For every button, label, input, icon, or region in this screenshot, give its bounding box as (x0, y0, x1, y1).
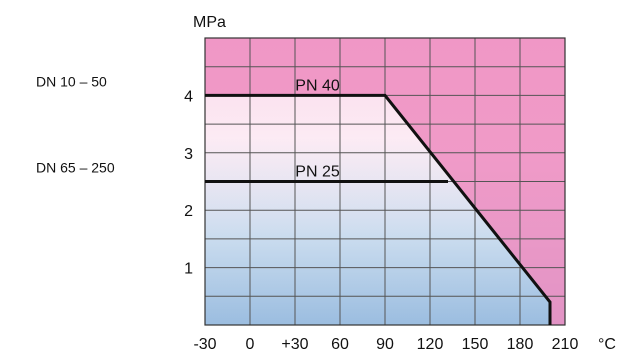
x-tick-label: 120 (417, 336, 444, 352)
x-tick-label: 0 (246, 336, 255, 352)
x-tick-label: 90 (376, 336, 394, 352)
x-tick-label: -30 (193, 336, 216, 352)
x-tick-label: 210 (552, 336, 579, 352)
x-tick-label: 150 (462, 336, 489, 352)
x-tick-label: 180 (507, 336, 534, 352)
y-tick-label: 4 (184, 88, 193, 105)
x-axis-label: °C (598, 336, 616, 352)
y-tick-label: 2 (184, 203, 193, 220)
y-tick-label: 3 (184, 146, 193, 163)
y-tick-label: 1 (184, 261, 193, 278)
series-name-label: PN 25 (295, 164, 340, 181)
series-name-label: PN 40 (295, 77, 340, 94)
series-line (205, 93, 552, 325)
x-tick-label: 60 (331, 336, 349, 352)
series-dn-label: DN 10 – 50 (36, 73, 107, 89)
y-axis-label: MPa (193, 14, 226, 31)
series-dn-label: DN 65 – 250 (36, 160, 115, 176)
x-tick-label: +30 (281, 336, 308, 352)
